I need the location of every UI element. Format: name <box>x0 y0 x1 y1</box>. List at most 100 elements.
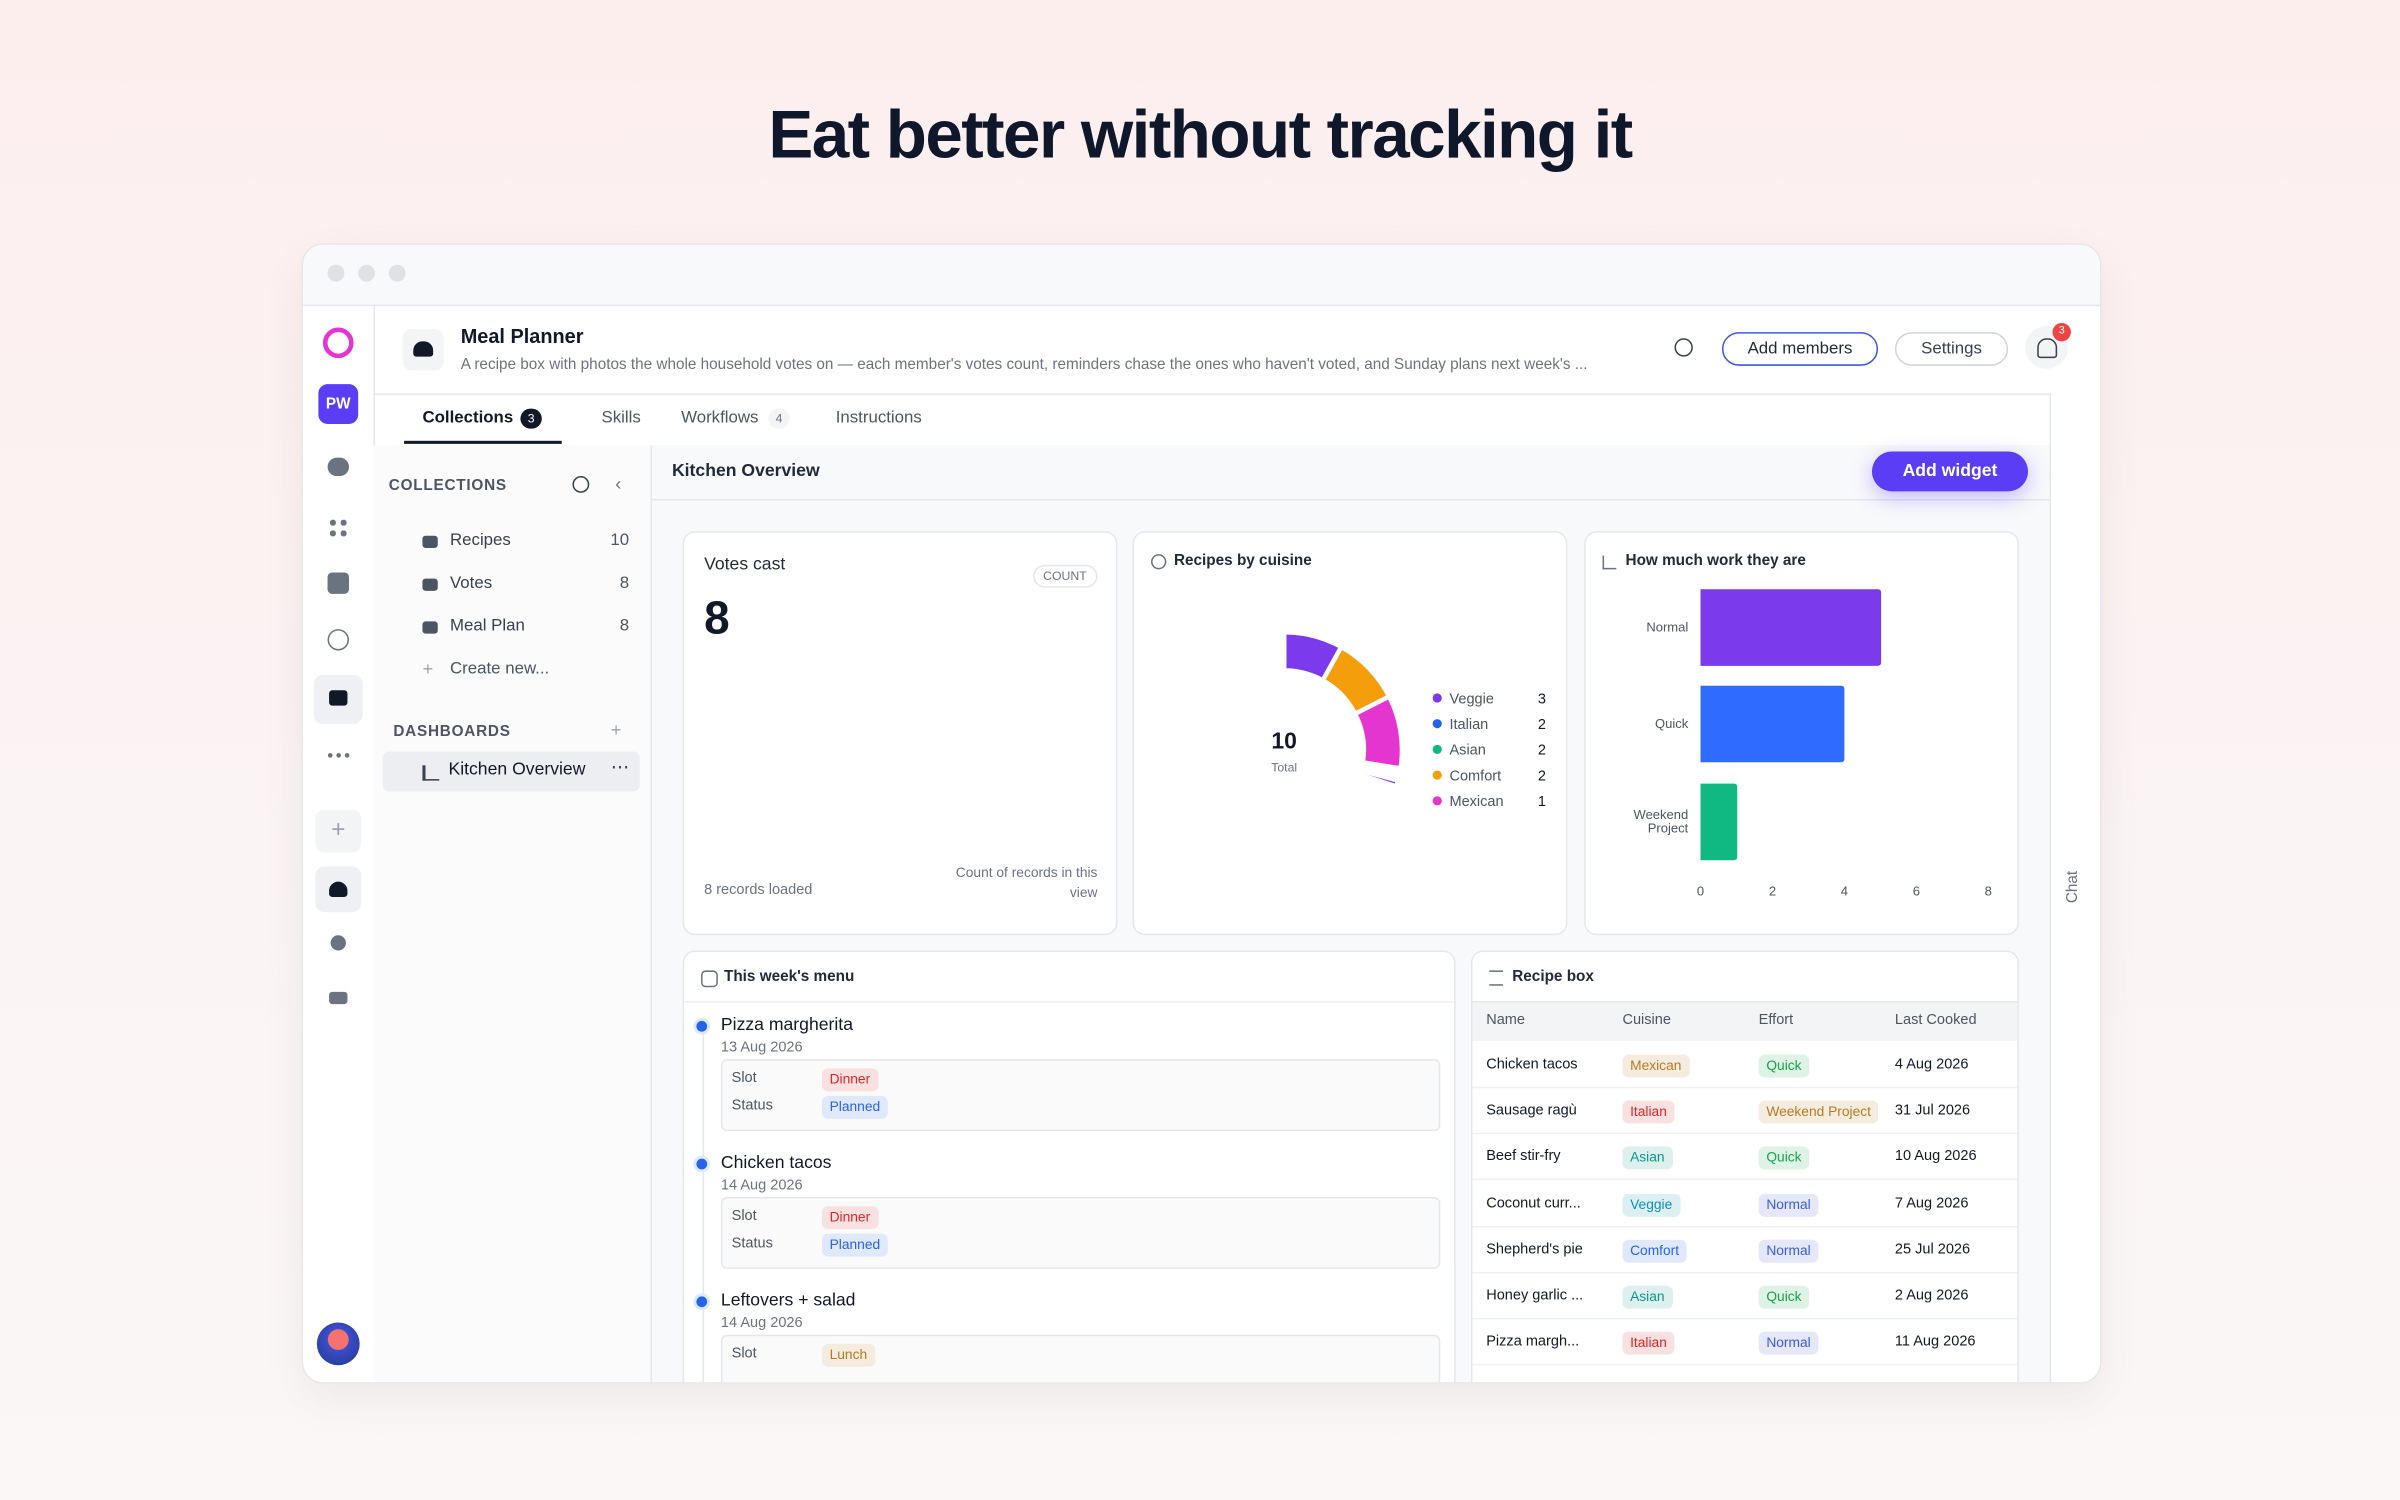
collection-count: 10 <box>610 531 630 550</box>
dashboard-icon <box>422 765 440 781</box>
legend-swatch <box>1432 719 1442 729</box>
y-tick-label: Normal <box>1646 618 1689 635</box>
rail-icon[interactable] <box>327 457 349 477</box>
settings-button[interactable]: Settings <box>1894 332 2009 366</box>
metric-footer: 8 records loaded <box>704 881 813 899</box>
cell-effort: Quick <box>1758 1285 1810 1309</box>
cell-name: Beef stir-fry <box>1486 1148 1561 1166</box>
card-title: This week's menu <box>723 968 855 986</box>
collection-icon <box>422 578 438 591</box>
menu-item-name: Leftovers + salad <box>720 1291 856 1311</box>
menu-item-name: Chicken tacos <box>720 1154 832 1173</box>
x-tick-label: 4 <box>1840 883 1849 899</box>
headline: Eat better without tracking it <box>768 97 1633 173</box>
card-title: Recipe box <box>1512 968 1594 986</box>
chat-strip[interactable] <box>2049 393 2100 1383</box>
card-icon <box>701 970 718 988</box>
cell-cuisine: Mexican <box>1622 1054 1690 1078</box>
add-dashboard[interactable]: + <box>610 719 622 741</box>
collection-name[interactable]: Votes <box>449 573 493 593</box>
tab[interactable]: Instructions <box>835 408 922 428</box>
section-heading: COLLECTIONS <box>388 477 507 495</box>
app-window: PW + Meal Planner A recipe box with phot… <box>301 243 2102 1384</box>
rail-more[interactable] <box>326 753 351 758</box>
bar-card: How much work they are Normal Quick Weekend… <box>1584 531 2019 936</box>
legend-swatch <box>1432 744 1442 754</box>
card-icon <box>1602 555 1617 570</box>
field-label: Status <box>731 1097 773 1115</box>
search-button[interactable] <box>572 476 590 493</box>
dashboard-menu[interactable]: ⋯ <box>610 756 630 778</box>
rail-icon[interactable] <box>330 935 346 951</box>
field-label: Slot <box>731 1069 757 1087</box>
collection-name[interactable]: Recipes <box>449 531 511 550</box>
timeline-dot <box>696 1158 708 1170</box>
app-description: A recipe box with photos the whole house… <box>460 356 1588 374</box>
column-header: Effort <box>1758 1011 1794 1029</box>
legend-label: Italian <box>1449 717 1488 733</box>
collection-name[interactable]: Meal Plan <box>449 616 525 636</box>
legend-value: 2 <box>1538 743 1546 759</box>
table-row <box>1472 1226 2018 1274</box>
timeline-dot <box>696 1020 708 1032</box>
cell-date: 25 Jul 2026 <box>1894 1241 1971 1258</box>
table-row <box>1472 1318 2018 1366</box>
rail-icon[interactable] <box>329 991 348 1005</box>
dashboard-name[interactable]: Kitchen Overview <box>448 760 586 780</box>
rail-icon[interactable] <box>327 517 349 539</box>
menu-item-date: 14 Aug 2026 <box>720 1177 803 1194</box>
create-new[interactable]: Create new... <box>449 659 550 679</box>
rail-icon[interactable] <box>329 881 348 897</box>
collapse-button[interactable]: ‹ <box>615 472 622 495</box>
avatar[interactable] <box>316 1322 360 1366</box>
table-header <box>1472 1001 2018 1041</box>
field-label: Status <box>731 1235 773 1253</box>
workspace-badge[interactable]: PW <box>318 384 359 424</box>
field-value: Planned <box>821 1233 888 1257</box>
card-divider <box>684 1001 1455 1003</box>
tab[interactable]: Skills <box>601 408 641 428</box>
tab-underline <box>404 440 562 444</box>
menu-item-date: 14 Aug 2026 <box>720 1314 803 1332</box>
chart-title: Recipes by cuisine <box>1173 552 1312 570</box>
cell-effort: Weekend Project <box>1758 1100 1879 1124</box>
table-row <box>1472 1087 2018 1135</box>
legend-label: Asian <box>1449 743 1485 759</box>
cell-name: Coconut curr... <box>1486 1194 1581 1212</box>
x-tick-label: 2 <box>1768 883 1777 899</box>
cell-date: 10 Aug 2026 <box>1894 1148 1977 1166</box>
rail-add[interactable]: + <box>315 809 362 853</box>
metric-note: Count of records in this view <box>955 864 1098 900</box>
metric-badge: COUNT <box>1032 564 1098 588</box>
cell-cuisine: Italian <box>1622 1331 1675 1355</box>
table-row <box>1472 1272 2018 1320</box>
bar <box>1700 783 1737 860</box>
field-value: Dinner <box>821 1206 878 1230</box>
pie-slice <box>1352 693 1405 772</box>
notification-count: 3 <box>2052 322 2071 342</box>
cell-cuisine: Veggie <box>1622 1193 1680 1217</box>
window-dot <box>327 264 345 282</box>
add-widget-button[interactable]: Add widget <box>1871 451 2029 492</box>
tab[interactable]: Collections <box>422 408 514 428</box>
app-icon-glyph <box>413 341 434 357</box>
history-button[interactable] <box>1674 338 1693 357</box>
chat-label[interactable]: Chat <box>2064 870 2082 904</box>
cell-cuisine: Asian <box>1622 1285 1673 1309</box>
dashboard-header <box>652 445 2050 501</box>
recipe-box-card: Recipe box Name Cuisine Effort Last Cooked Ch… <box>1470 950 2019 1383</box>
rail-icon[interactable] <box>329 690 348 706</box>
rail-icon[interactable] <box>327 572 349 594</box>
rail-icon[interactable] <box>327 629 349 651</box>
x-tick-label: 6 <box>1912 883 1920 899</box>
cell-cuisine: Comfort <box>1622 1239 1687 1263</box>
cell-name: Honey garlic ... <box>1486 1287 1584 1305</box>
add-members-button[interactable]: Add members <box>1721 332 1879 366</box>
menu-item-date: 13 Aug 2026 <box>720 1039 803 1057</box>
field-label: Slot <box>731 1207 757 1225</box>
create-plus: + <box>422 658 434 680</box>
x-tick-label: 8 <box>1984 883 1992 899</box>
tab[interactable]: Workflows <box>681 408 759 428</box>
cell-name: Shepherd's pie <box>1486 1241 1583 1258</box>
